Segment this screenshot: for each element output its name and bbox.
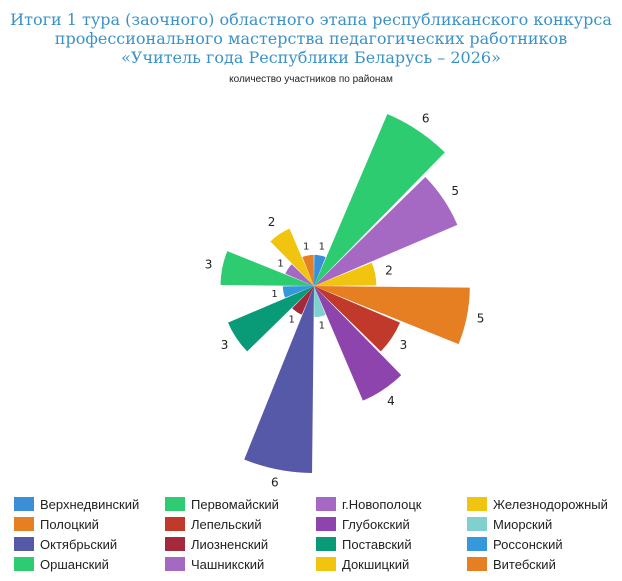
chart-title-line-2: профессионального мастерства педагогичес… <box>54 29 568 48</box>
legend-label: Чашникский <box>191 556 265 572</box>
legend-item[interactable]: Глубокский <box>316 514 410 534</box>
segment-8[interactable] <box>314 286 326 318</box>
segment-15[interactable] <box>270 228 314 286</box>
data-label-5: 5 <box>477 312 485 326</box>
legend-label: Лепельский <box>191 516 262 532</box>
legend-item[interactable]: Оршанский <box>14 554 109 574</box>
segment-6[interactable] <box>314 286 400 352</box>
segment-9[interactable] <box>244 286 314 473</box>
legend-item[interactable]: Докшицкий <box>316 554 409 574</box>
legend-label: Первомайский <box>191 496 279 512</box>
legend-swatch <box>316 497 336 511</box>
legend-swatch <box>467 497 487 511</box>
segment-4[interactable] <box>314 262 377 286</box>
legend-swatch <box>316 517 336 531</box>
legend-item[interactable]: Чашникский <box>165 554 264 574</box>
data-label-6: 3 <box>400 338 408 352</box>
data-label-2: 6 <box>422 111 430 125</box>
data-label-14: 1 <box>277 259 283 270</box>
legend-item[interactable]: Лиозненский <box>165 534 268 554</box>
segment-10[interactable] <box>292 286 314 315</box>
legend-label: Оршанский <box>40 556 109 572</box>
segment-12[interactable] <box>282 286 314 298</box>
data-label-15: 2 <box>268 215 276 229</box>
legend-item[interactable]: г.Новополоцк <box>316 494 421 514</box>
data-label-8: 1 <box>319 320 325 331</box>
legend-swatch <box>165 537 185 551</box>
legend-label: г.Новополоцк <box>342 496 422 512</box>
legend-swatch <box>467 537 487 551</box>
legend-item[interactable]: Россонский <box>467 534 563 554</box>
chart-title-line-3: «Учитель года Республики Беларусь – 2026… <box>121 48 501 67</box>
legend-item[interactable]: Железнодорожный <box>467 494 608 514</box>
legend-swatch <box>316 557 336 571</box>
legend-label: Миорский <box>493 516 553 532</box>
legend-label: Железнодорожный <box>493 496 608 512</box>
legend-swatch <box>14 557 34 571</box>
legend-swatch <box>467 517 487 531</box>
chart-subtitle: количество участников по районам <box>229 74 393 85</box>
legend-swatch <box>165 497 185 511</box>
data-label-7: 4 <box>387 394 395 408</box>
data-label-11: 3 <box>221 338 229 352</box>
data-label-4: 2 <box>385 264 393 278</box>
segment-5[interactable] <box>314 286 470 345</box>
segment-16[interactable] <box>302 254 314 286</box>
data-label-10: 1 <box>289 314 295 325</box>
legend-label: Витебский <box>493 556 556 572</box>
segment-1[interactable] <box>314 254 326 286</box>
legend-swatch <box>165 557 185 571</box>
legend-item[interactable]: Поставский <box>316 534 412 554</box>
legend-label: Октябрьский <box>40 536 118 552</box>
data-label-16: 1 <box>303 242 309 253</box>
data-label-3: 5 <box>451 184 459 198</box>
legend-item[interactable]: Октябрьский <box>14 534 117 554</box>
chart-title-line-1: Итоги 1 тура (заочного) областного этапа… <box>10 10 612 29</box>
data-label-9: 6 <box>271 476 279 490</box>
legend-item[interactable]: Витебский <box>467 554 556 574</box>
legend-label: Глубокский <box>342 516 410 532</box>
legend-item[interactable]: Первомайский <box>165 494 279 514</box>
legend-label: Докшицкий <box>342 556 410 572</box>
segment-2[interactable] <box>314 113 445 287</box>
legend-swatch <box>14 517 34 531</box>
data-label-12: 1 <box>271 289 277 300</box>
legend-swatch <box>14 497 34 511</box>
legend-swatch <box>165 517 185 531</box>
legend-swatch <box>467 557 487 571</box>
legend-label: Полоцкий <box>40 516 99 532</box>
legend-item[interactable]: Верхнедвинский <box>14 494 139 514</box>
segment-14[interactable] <box>285 264 314 286</box>
legend-label: Поставский <box>342 536 412 552</box>
segment-13[interactable] <box>220 251 314 286</box>
chart-title: Итоги 1 тура (заочного) областного этапа… <box>0 10 622 67</box>
segment-7[interactable] <box>314 286 402 401</box>
legend-label: Россонский <box>493 536 563 552</box>
segment-11[interactable] <box>228 286 314 352</box>
legend-swatch <box>14 537 34 551</box>
legend-item[interactable]: Лепельский <box>165 514 262 534</box>
legend-item[interactable]: Полоцкий <box>14 514 99 534</box>
polar-area-chart: 1 6 5 2 5 3 4 1 6 1 3 1 3 1 2 1 <box>205 111 485 490</box>
segment-3[interactable] <box>314 176 458 286</box>
legend-swatch <box>316 537 336 551</box>
legend-label: Верхнедвинский <box>40 496 140 512</box>
legend-label: Лиозненский <box>191 536 269 552</box>
data-label-1: 1 <box>319 242 325 253</box>
data-label-13: 3 <box>205 258 213 272</box>
legend-item[interactable]: Миорский <box>467 514 552 534</box>
